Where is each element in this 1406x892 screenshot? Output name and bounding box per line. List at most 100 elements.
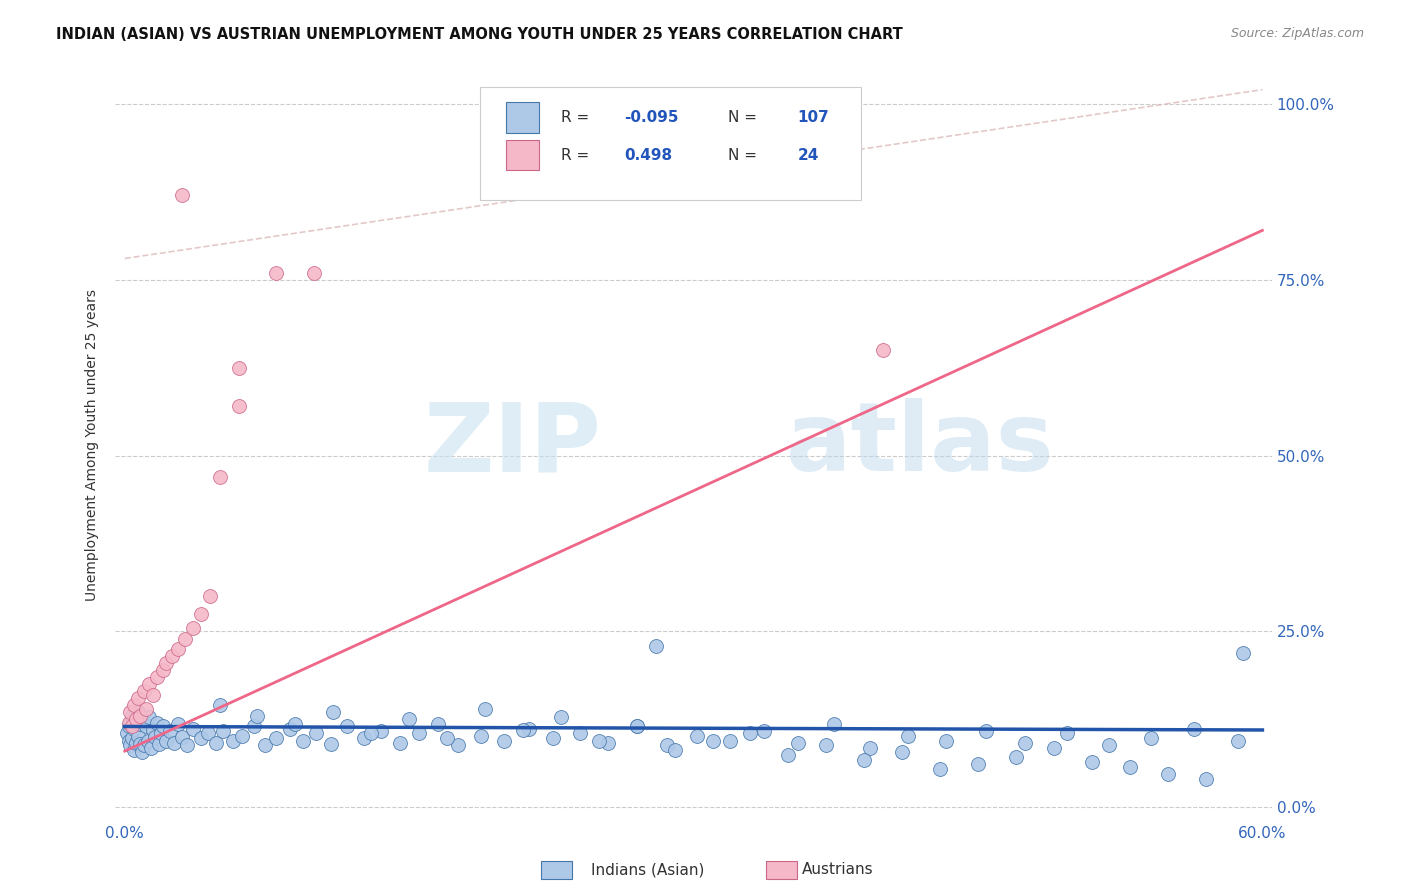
Point <box>155 656 177 670</box>
Point <box>778 747 800 762</box>
Point <box>897 729 920 743</box>
Point <box>470 729 492 743</box>
Point <box>929 762 952 776</box>
Point <box>872 343 894 357</box>
Point <box>266 731 288 746</box>
Y-axis label: Unemployment Among Youth under 25 years: Unemployment Among Youth under 25 years <box>86 289 100 601</box>
Point <box>1081 755 1104 769</box>
Point <box>702 733 724 747</box>
Point <box>1194 772 1216 787</box>
Text: INDIAN (ASIAN) VS AUSTRIAN UNEMPLOYMENT AMONG YOUTH UNDER 25 YEARS CORRELATION C: INDIAN (ASIAN) VS AUSTRIAN UNEMPLOYMENT … <box>56 27 903 42</box>
Point <box>170 188 193 202</box>
Point <box>125 713 148 727</box>
Point <box>1139 731 1161 746</box>
Point <box>121 719 143 733</box>
Point <box>190 731 212 746</box>
Point <box>132 684 155 698</box>
Point <box>146 715 169 730</box>
Point <box>149 726 172 740</box>
Point <box>626 719 648 733</box>
Point <box>181 621 204 635</box>
Point <box>228 399 250 413</box>
Point <box>121 709 143 723</box>
Point <box>208 469 231 483</box>
Point <box>135 719 157 733</box>
Text: R =: R = <box>561 110 593 125</box>
Point <box>1005 749 1028 764</box>
Point <box>321 737 343 751</box>
Point <box>436 731 458 746</box>
Point <box>974 724 997 739</box>
Point <box>266 266 288 280</box>
Point <box>626 719 648 733</box>
Point <box>891 746 914 760</box>
Point <box>138 677 160 691</box>
Point <box>644 639 666 653</box>
Text: -0.095: -0.095 <box>624 110 679 125</box>
Point <box>159 724 181 739</box>
Point <box>190 607 212 621</box>
Point <box>117 715 139 730</box>
Point <box>786 736 808 750</box>
Point <box>208 698 231 713</box>
Point <box>1226 733 1249 747</box>
Point <box>174 632 197 646</box>
Point <box>823 717 845 731</box>
Point <box>146 670 169 684</box>
Point <box>664 742 686 756</box>
Point <box>492 733 515 747</box>
Point <box>426 717 449 731</box>
Point <box>132 739 155 753</box>
Point <box>132 714 155 729</box>
Point <box>1182 722 1205 736</box>
Point <box>125 736 148 750</box>
Text: Source: ZipAtlas.com: Source: ZipAtlas.com <box>1230 27 1364 40</box>
Point <box>212 724 235 739</box>
Point <box>388 736 411 750</box>
Point <box>125 713 148 727</box>
Point <box>1014 736 1036 750</box>
Point <box>752 724 775 739</box>
Point <box>163 736 186 750</box>
Point <box>148 737 170 751</box>
Point <box>304 266 326 280</box>
Point <box>122 722 145 736</box>
Point <box>853 752 876 766</box>
Point <box>138 710 160 724</box>
Point <box>568 726 591 740</box>
Point <box>136 733 159 747</box>
Point <box>197 726 219 740</box>
Point <box>655 739 678 753</box>
Point <box>120 706 142 720</box>
Point <box>143 730 166 744</box>
Point <box>117 733 139 747</box>
Point <box>284 717 307 731</box>
Point <box>254 739 277 753</box>
FancyBboxPatch shape <box>479 87 862 201</box>
Point <box>121 731 143 746</box>
Text: Austrians: Austrians <box>801 863 873 877</box>
FancyBboxPatch shape <box>506 103 538 133</box>
Point <box>120 715 142 730</box>
Point <box>718 733 741 747</box>
Point <box>598 736 620 750</box>
Point <box>246 709 269 723</box>
Point <box>222 733 245 747</box>
Text: Indians (Asian): Indians (Asian) <box>591 863 704 877</box>
Point <box>152 663 174 677</box>
Point <box>176 739 198 753</box>
Point <box>967 756 990 771</box>
Point <box>231 729 253 743</box>
Point <box>336 719 359 733</box>
Text: 0.498: 0.498 <box>624 147 672 162</box>
Point <box>131 746 153 760</box>
Point <box>1118 759 1140 773</box>
Point <box>1232 646 1254 660</box>
Point <box>291 733 314 747</box>
Point <box>127 706 149 720</box>
Text: N =: N = <box>728 147 762 162</box>
Point <box>127 691 149 706</box>
Point <box>398 713 420 727</box>
Point <box>198 589 221 603</box>
Point <box>859 740 882 755</box>
